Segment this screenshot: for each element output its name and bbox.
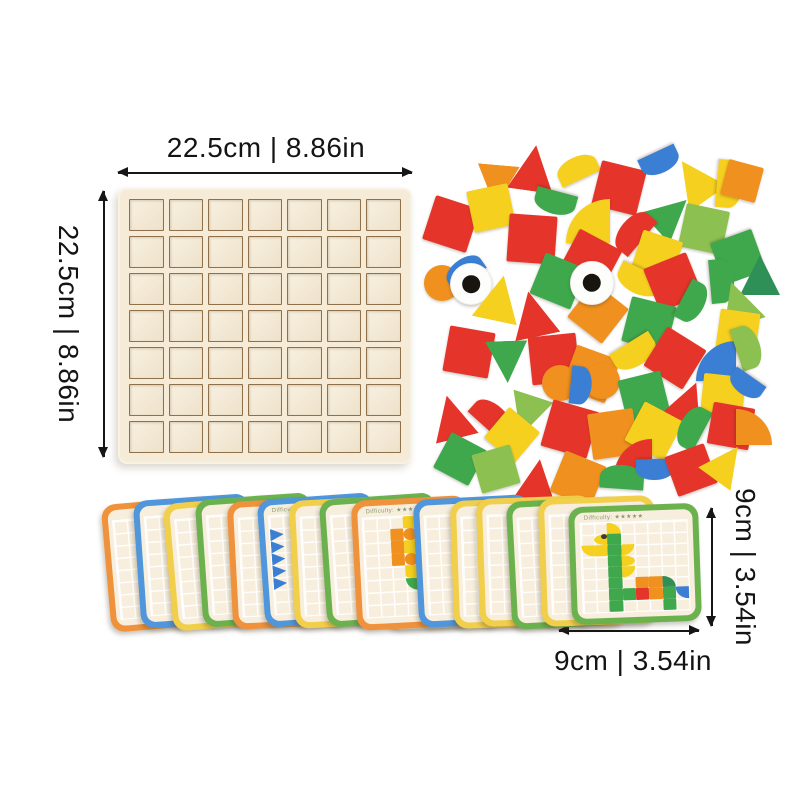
card-pattern-sq xyxy=(649,587,663,600)
card-pattern-sq xyxy=(391,553,406,567)
wooden-tray-board xyxy=(118,188,412,464)
card-width-dimension-arrow xyxy=(558,624,700,637)
board-slot-grid xyxy=(129,199,401,453)
board-slot xyxy=(366,199,401,231)
card-pattern-sq xyxy=(607,533,621,545)
board-slot xyxy=(287,273,322,305)
board-slot xyxy=(168,421,204,453)
eye-piece xyxy=(450,263,492,305)
board-slot xyxy=(208,236,243,268)
card-pattern-q-tr xyxy=(606,522,621,534)
board-slot xyxy=(208,199,243,231)
board-slot xyxy=(168,199,204,231)
pattern-card-green: Difficulty: ★★★★★ xyxy=(567,502,703,626)
board-slot xyxy=(129,347,164,379)
card-pattern-q-bl xyxy=(675,586,690,599)
card-pattern-tri-r xyxy=(272,552,286,565)
card-pattern-q-br xyxy=(620,543,635,556)
board-slot xyxy=(326,310,362,342)
board-slot xyxy=(287,199,322,231)
board-slot xyxy=(129,384,164,416)
board-slot xyxy=(326,347,362,379)
board-slot xyxy=(247,384,283,416)
board-slot xyxy=(208,421,243,453)
card-pattern-sq xyxy=(607,544,622,556)
board-slot xyxy=(129,236,164,268)
board-height-dimension-arrow xyxy=(97,190,110,458)
board-slot xyxy=(366,310,401,342)
board-width-dimension-label: 22.5cm | 8.86in xyxy=(166,132,366,163)
card-pattern-sq xyxy=(635,587,650,600)
board-slot xyxy=(287,384,322,416)
board-slot xyxy=(208,273,243,305)
board-slot xyxy=(366,384,401,416)
card-pattern-sq xyxy=(622,588,637,600)
card-pattern-tri-r xyxy=(270,528,284,541)
board-slot xyxy=(129,199,164,231)
board-slot xyxy=(326,273,362,305)
board-width-dimension-arrow xyxy=(117,166,413,179)
board-slot xyxy=(366,236,401,268)
card-pattern-sq xyxy=(390,540,405,554)
board-slot xyxy=(208,347,243,379)
card-pattern-sq xyxy=(608,555,622,568)
board-slot xyxy=(247,347,283,379)
board-slot xyxy=(129,273,164,305)
eye-pupil xyxy=(462,275,480,293)
board-slot xyxy=(168,273,204,305)
board-slot xyxy=(168,310,204,342)
board-slot xyxy=(247,421,283,453)
board-slot xyxy=(287,310,322,342)
board-slot xyxy=(287,421,322,453)
board-slot xyxy=(247,310,283,342)
board-slot xyxy=(247,236,283,268)
eye-pupil xyxy=(582,273,602,293)
card-pattern-q-br xyxy=(621,566,636,578)
card-pattern-q-bl xyxy=(581,545,595,557)
card-pattern-sq xyxy=(390,528,405,542)
card-face: Difficulty: ★★★★★ xyxy=(574,508,696,620)
board-slot xyxy=(247,273,283,305)
board-slot xyxy=(208,310,243,342)
card-width-dimension-label: 9cm | 3.54in xyxy=(553,645,713,676)
board-slot xyxy=(366,421,401,453)
board-slot xyxy=(326,199,362,231)
board-slot xyxy=(326,421,362,453)
card-pattern-sq xyxy=(609,599,624,612)
card-pattern-tri-r xyxy=(271,540,285,553)
card-pattern-sq xyxy=(609,588,623,601)
board-slot xyxy=(287,236,322,268)
board-slot xyxy=(326,384,362,416)
board-slot xyxy=(168,236,204,268)
card-pattern-sq xyxy=(662,586,677,599)
card-pattern-tri-r xyxy=(272,565,286,578)
card-pattern-sq xyxy=(608,566,623,579)
card-pattern-h-r xyxy=(621,554,636,567)
card-pattern-tri-r xyxy=(273,577,287,590)
board-slot xyxy=(168,347,204,379)
card-pattern-sq xyxy=(608,577,623,590)
board-slot xyxy=(287,347,322,379)
card-pattern-sq xyxy=(648,576,663,588)
card-grid xyxy=(579,518,691,614)
board-slot xyxy=(366,347,401,379)
board-slot xyxy=(168,384,204,416)
board-slot xyxy=(326,236,362,268)
board-slot xyxy=(129,310,164,342)
card-height-dimension-arrow xyxy=(705,507,718,627)
board-slot xyxy=(366,273,401,305)
wooden-pieces-pile xyxy=(418,143,780,508)
board-slot xyxy=(247,199,283,231)
board-slot xyxy=(208,384,243,416)
eye-piece xyxy=(570,261,614,305)
board-slot xyxy=(129,421,164,453)
card-pattern-sq xyxy=(635,576,650,589)
card-pattern-sq xyxy=(594,544,609,557)
card-pattern-q-tr xyxy=(662,575,676,588)
card-pattern-sq xyxy=(662,598,677,610)
